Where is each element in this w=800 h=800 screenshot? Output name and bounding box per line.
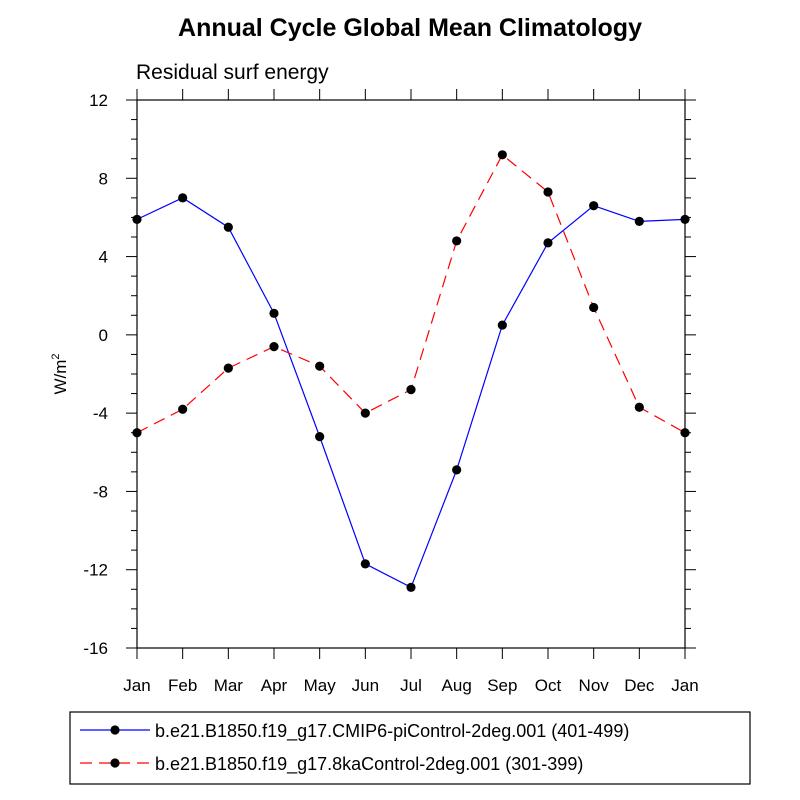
legend-marker-2 xyxy=(110,758,120,768)
series-2-point xyxy=(543,187,553,197)
y-tick-label: 4 xyxy=(99,248,108,267)
series-2-point xyxy=(452,236,462,246)
series-group xyxy=(132,150,690,592)
series-2-point xyxy=(269,342,279,352)
x-tick-label: Jul xyxy=(400,676,422,695)
series-2-point xyxy=(634,402,644,412)
series-1-point xyxy=(452,465,462,475)
legend-box xyxy=(69,711,751,785)
series-1-point xyxy=(269,308,279,318)
series-1-point xyxy=(315,432,325,442)
series-1-point xyxy=(178,193,188,203)
series-2-point xyxy=(315,361,325,371)
plot-frame xyxy=(136,99,686,649)
x-tick-label: Oct xyxy=(535,676,562,695)
y-tick-labels: 12 8 4 0 -4 -8 -12 -16 xyxy=(83,91,108,658)
x-tick-label: Apr xyxy=(261,676,288,695)
series-1-point xyxy=(406,582,416,592)
series-1-point xyxy=(360,559,370,569)
x-tick-label: Dec xyxy=(624,676,655,695)
y-axis-label: W/m2 xyxy=(50,353,70,394)
legend-label-2: b.e21.B1850.f19_g17.8kaControl-2deg.001 … xyxy=(155,754,583,775)
series-2-point xyxy=(360,408,370,418)
x-tick-label: Feb xyxy=(168,676,197,695)
x-tick-label: May xyxy=(304,676,337,695)
y-tick-label: -8 xyxy=(93,482,108,501)
y-tick-label: -16 xyxy=(83,639,108,658)
y-tick-label: 12 xyxy=(89,91,108,110)
series-1-point xyxy=(497,320,507,330)
series-2-point xyxy=(406,385,416,395)
series-2-point xyxy=(497,150,507,160)
y-axis-label-superscript: 2 xyxy=(50,353,62,359)
y-tick-label: -12 xyxy=(83,561,108,580)
series-1-point xyxy=(543,238,553,248)
legend-marker-1 xyxy=(110,725,120,735)
tick-marks xyxy=(126,89,696,659)
x-tick-label: Aug xyxy=(442,676,472,695)
series-2-point xyxy=(223,363,233,373)
series-2-point xyxy=(178,404,188,414)
y-tick-label: 0 xyxy=(99,326,108,345)
series-2-point xyxy=(589,302,599,313)
x-tick-label: Jan xyxy=(123,676,150,695)
x-tick-label: Sep xyxy=(487,676,517,695)
x-tick-label: Jun xyxy=(352,676,379,695)
y-tick-label: -4 xyxy=(93,404,108,423)
x-tick-labels: Jan Feb Mar Apr May Jun Jul Aug Sep Oct Nov Dec Jan xyxy=(123,676,698,695)
x-tick-label: Jan xyxy=(671,676,698,695)
series-1-point xyxy=(634,216,644,226)
chart-title: Annual Cycle Global Mean Climatology xyxy=(178,14,642,42)
chart-subtitle: Residual surf energy xyxy=(136,61,329,84)
series-1-point xyxy=(589,201,599,211)
y-tick-label: 8 xyxy=(99,169,108,188)
legend: b.e21.B1850.f19_g17.CMIP6-piControl-2deg… xyxy=(69,711,751,785)
series-1-point xyxy=(223,222,233,232)
legend-label-1: b.e21.B1850.f19_g17.CMIP6-piControl-2deg… xyxy=(155,721,629,742)
x-tick-label: Mar xyxy=(214,676,244,695)
y-axis-label-base: W/m xyxy=(51,360,70,395)
x-tick-label: Nov xyxy=(579,676,610,695)
